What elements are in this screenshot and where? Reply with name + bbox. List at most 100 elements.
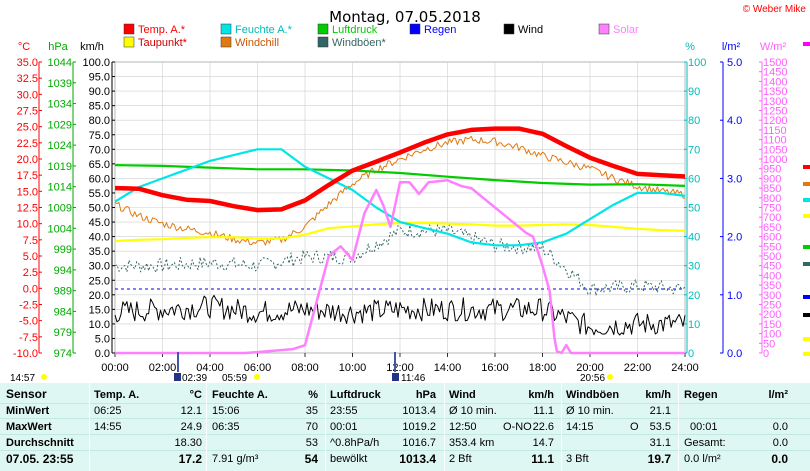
wind-tick-label: 90.0 [89,86,110,98]
legend-label: Windchill [235,37,279,49]
wind-tick-label: 10.0 [89,319,110,331]
rain-header: Regen [684,389,718,401]
solar-tick-label: 50 [763,338,775,350]
temp-header: Temp. A. [94,389,140,401]
series-wind-line [114,294,686,336]
series-solar-line [115,179,685,355]
gust-avg: 31.1 [649,437,671,449]
wind-tick-label: 70.0 [89,144,110,156]
x-tick-label: 20:00 [576,362,604,374]
pressure-tick-label: 1009 [48,203,72,215]
legend-label: Solar [613,24,639,36]
pressure-axis-unit: hPa [48,41,68,53]
temp-axis-unit: °C [18,41,30,53]
wind-min-label: Ø 10 min. [449,405,497,417]
temp-tick-label: 2.5 [23,267,38,279]
pressure-tick-label: 984 [54,306,72,318]
left-axes: 35.0 32.5 30.0 27.5 25.0 22.5 20.0 17.5 15.0 12.5… [13,57,115,360]
pressure-current: 1013.4 [399,452,436,466]
pressure-header: Luftdruck [330,389,381,401]
legend-label: Wind [518,24,543,36]
gust-header: Windböen [566,389,620,401]
wind-tick-label: 65.0 [89,159,110,171]
temp-tick-label: 25.0 [17,122,38,134]
humidity-tick-label: 40 [688,232,700,244]
temp-column: Temp. A. °C 06:25 14:55 12.1 24.9 18.30 … [94,383,202,471]
rain-tick-label: 0.0 [727,348,742,360]
pressure-unit: hPa [415,389,436,401]
x-tick-label: 24:00 [671,362,699,374]
wind-axis-unit: km/h [80,41,104,53]
temp-tick-label: -5.0 [19,316,38,328]
humidity-tick-label: 60 [688,173,700,185]
humidity-current: 54 [304,452,318,466]
wind-header: Wind [449,389,476,401]
rain-column: Regen l/m² 00:01 Gesamt: 0.0 l/m² 0.0 0.… [684,383,788,471]
wind-tick-label: 45.0 [89,217,110,229]
temp-tick-label: -10.0 [13,348,38,360]
rain-tick-label: 4.0 [727,115,742,127]
solar-tick-label: 1050 [763,144,787,156]
edge-mark [803,295,810,299]
row-label-min: MinWert [6,405,50,417]
row-divider [0,418,810,419]
rain-max-time: 00:01 [690,421,718,433]
row-divider [0,450,810,451]
edge-mark [803,337,810,341]
x-axis: 00:00 02:00 04:00 06:00 08:00 10:00 12:00 14:00… [101,353,699,374]
x-tick-label: 10:00 [339,362,367,374]
weather-forecast: bewölkt [330,453,368,465]
bottom-times: 14:57 02:39 05:59 11:46 20:56 [10,352,613,384]
rain-tick-label: 5.0 [727,57,742,69]
solar-tick-label: 550 [763,241,781,253]
legend-label: Feuchte A.* [235,24,293,36]
solar-tick-label: 400 [763,270,781,282]
gust-current: 19.7 [647,452,671,466]
legend-swatch [503,23,515,35]
rain-tick-label: 3.0 [727,173,742,185]
right-edge-marks [803,42,810,356]
temp-min: 12.1 [180,405,202,417]
time-label-1: 02:39 [182,373,207,384]
series-tempa-line [114,126,686,213]
gust-direction: O [630,421,639,433]
rain-axis-unit: l/m² [722,41,741,53]
temp-tick-label: 17.5 [17,170,38,182]
pressure-tick-label: 1019 [48,161,72,173]
pressure-tick-label: 1024 [48,140,72,152]
humidity-tick-label: 10 [688,319,700,331]
temp-tick-label: 5.0 [23,251,38,263]
gust-max: 53.5 [649,421,671,433]
wind-tick-label: 20.0 [89,290,110,302]
sensor-column: Sensor MinWert MaxWert Durchschnitt 07.0… [6,383,88,471]
temp-tick-label: 22.5 [17,138,38,150]
rain-tick-label: 2.0 [727,232,742,244]
pressure-tick-label: 1039 [48,78,72,90]
solar-tick-label: 600 [763,232,781,244]
wind-max: 22.6 [532,421,554,433]
edge-mark [803,42,810,46]
legend-label: Temp. A.* [138,24,186,36]
series-windben-line [114,224,686,296]
rain-current: 0.0 [771,452,788,466]
copyright: © Weber Mike [743,4,807,15]
humidity-min: 35 [305,405,318,417]
x-tick-label: 14:00 [434,362,462,374]
moonrise-tick [394,352,396,372]
humidity-avg: 53 [305,437,318,449]
gust-beaufort: 3 Bft [566,453,589,465]
rain-total-label: Gesamt: [684,437,726,449]
x-tick-label: 12:00 [386,362,414,374]
series-group [114,126,686,355]
temp-tick-label: 32.5 [17,73,38,85]
solar-tick-label: 750 [763,203,781,215]
wind-tick-label: 100.0 [82,57,110,69]
solar-tick-label: 150 [763,319,781,331]
wind-tick-label: 75.0 [89,130,110,142]
rain-current-label: 0.0 l/m² [684,453,721,465]
humidity-tick-label: 80 [688,115,700,127]
humidity-tick-label: 30 [688,261,700,273]
wind-tick-label: 60.0 [89,173,110,185]
solar-tick-label: 1450 [763,67,787,79]
wind-tick-label: 95.0 [89,72,110,84]
